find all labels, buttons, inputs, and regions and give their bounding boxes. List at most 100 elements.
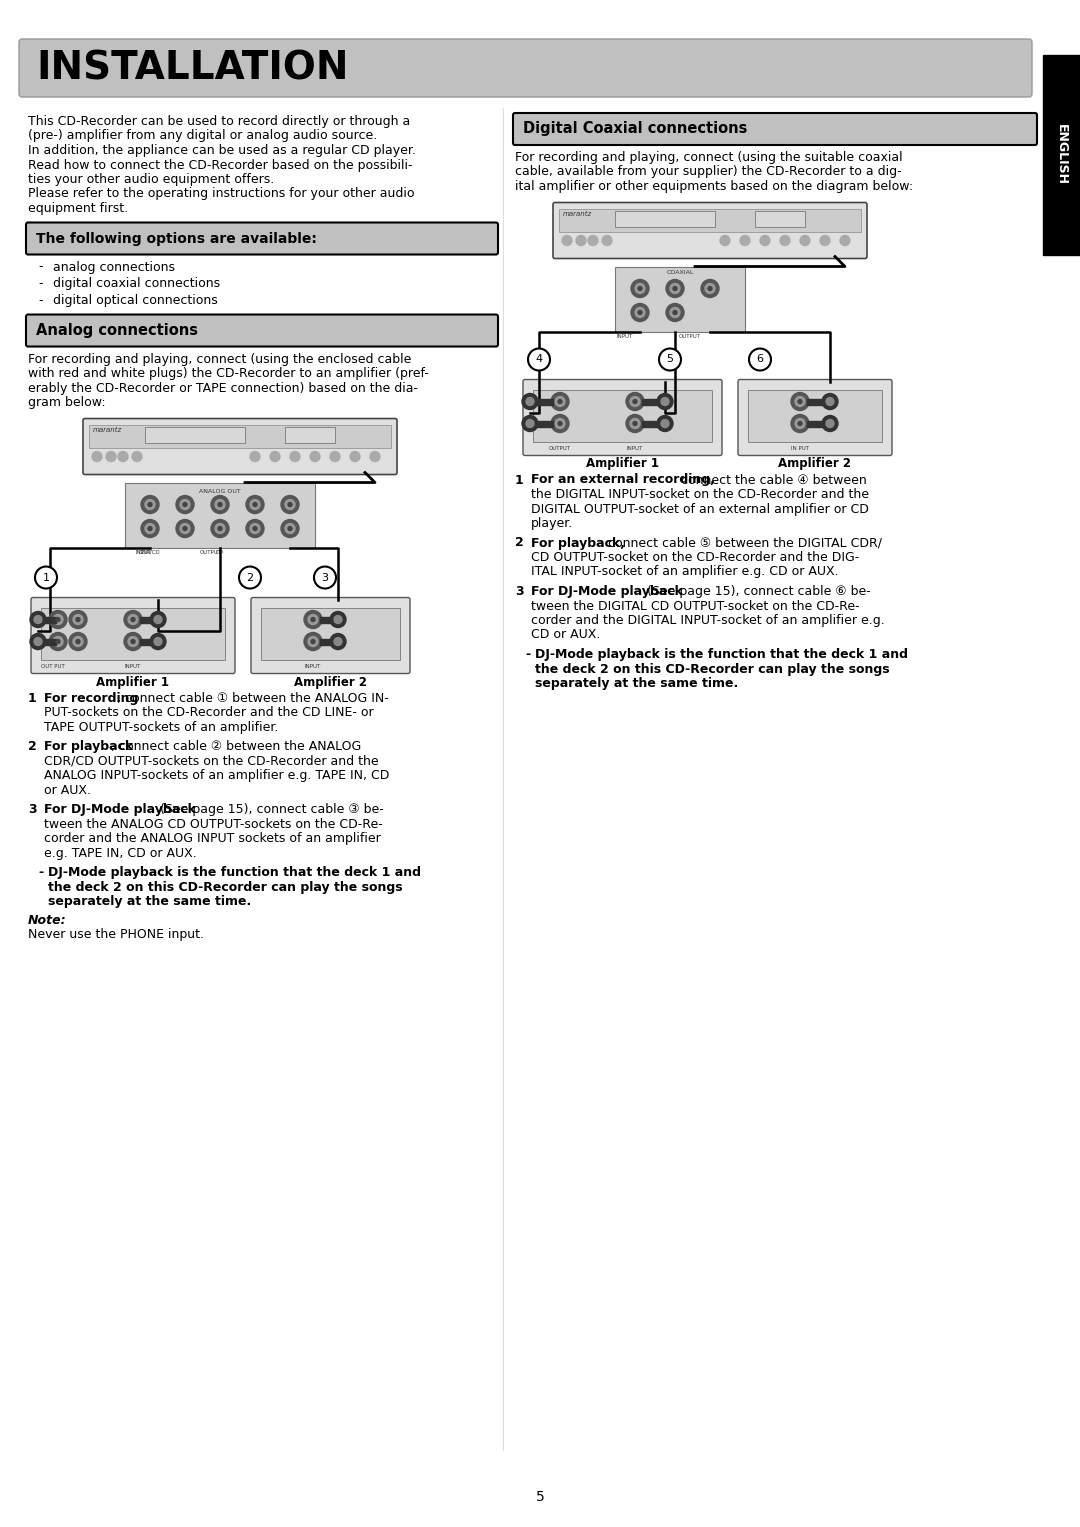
Circle shape: [211, 519, 229, 538]
Text: For recording: For recording: [44, 692, 138, 704]
Circle shape: [30, 611, 46, 628]
Circle shape: [249, 499, 260, 510]
Text: Amplifier 1: Amplifier 1: [585, 458, 659, 470]
Circle shape: [69, 632, 87, 651]
Circle shape: [630, 418, 640, 429]
Circle shape: [638, 310, 642, 315]
Circle shape: [183, 502, 187, 507]
Text: IN PUT: IN PUT: [791, 446, 809, 450]
Circle shape: [308, 614, 318, 625]
Text: 2: 2: [28, 741, 37, 753]
Text: 1: 1: [42, 573, 50, 582]
Text: gram below:: gram below:: [28, 395, 106, 409]
Circle shape: [740, 235, 750, 246]
Circle shape: [124, 632, 141, 651]
Text: The following options are available:: The following options are available:: [36, 232, 316, 246]
Circle shape: [211, 496, 229, 513]
Text: INPUT: INPUT: [626, 446, 643, 450]
Text: CD: CD: [216, 550, 224, 554]
FancyBboxPatch shape: [513, 113, 1037, 145]
Bar: [140, 638, 156, 644]
Circle shape: [56, 640, 60, 643]
FancyBboxPatch shape: [19, 40, 1032, 98]
Text: the deck 2 on this CD-Recorder can play the songs: the deck 2 on this CD-Recorder can play …: [48, 881, 403, 893]
Text: ital amplifier or other equipments based on the diagram below:: ital amplifier or other equipments based…: [515, 180, 913, 192]
Text: analog connections: analog connections: [53, 261, 175, 273]
Text: In addition, the appliance can be used as a regular CD player.: In addition, the appliance can be used a…: [28, 144, 416, 157]
Circle shape: [33, 615, 42, 623]
Circle shape: [705, 284, 715, 293]
Bar: [1043, 55, 1080, 255]
Circle shape: [334, 615, 342, 623]
Text: TAPE OUTPUT-sockets of an amplifier.: TAPE OUTPUT-sockets of an amplifier.: [44, 721, 279, 733]
Text: with red and white plugs) the CD-Recorder to an amplifier (pref-: with red and white plugs) the CD-Recorde…: [28, 366, 429, 380]
Circle shape: [288, 502, 292, 507]
Circle shape: [635, 284, 645, 293]
FancyBboxPatch shape: [251, 597, 410, 673]
Circle shape: [150, 611, 166, 628]
Text: the deck 2 on this CD-Recorder can play the songs: the deck 2 on this CD-Recorder can play …: [535, 663, 890, 675]
Bar: [320, 617, 335, 623]
Text: ANALOG OUT: ANALOG OUT: [199, 489, 241, 493]
Text: 2: 2: [246, 573, 254, 582]
Circle shape: [30, 634, 46, 649]
Bar: [140, 617, 156, 623]
Circle shape: [145, 524, 156, 533]
Bar: [41, 617, 56, 623]
Circle shape: [551, 414, 569, 432]
Circle shape: [239, 567, 261, 588]
Text: 1: 1: [515, 473, 524, 487]
Circle shape: [800, 235, 810, 246]
Circle shape: [176, 496, 194, 513]
Text: Amplifier 1: Amplifier 1: [96, 675, 170, 689]
Circle shape: [526, 420, 534, 428]
Circle shape: [822, 394, 838, 409]
Text: OUTPUT: OUTPUT: [200, 550, 222, 554]
Circle shape: [602, 235, 612, 246]
Circle shape: [626, 392, 644, 411]
Circle shape: [657, 415, 673, 432]
Text: 2: 2: [515, 536, 524, 550]
Circle shape: [124, 611, 141, 629]
Circle shape: [633, 400, 637, 403]
Circle shape: [826, 397, 834, 406]
Text: the DIGITAL INPUT-socket on the CD-Recorder and the: the DIGITAL INPUT-socket on the CD-Recor…: [531, 489, 869, 501]
Text: Digital Coaxial connections: Digital Coaxial connections: [523, 122, 747, 136]
Text: -: -: [38, 261, 42, 273]
Circle shape: [528, 348, 550, 371]
Text: CD OUTPUT-socket on the CD-Recorder and the DIG-: CD OUTPUT-socket on the CD-Recorder and …: [531, 551, 860, 563]
Bar: [534, 389, 712, 441]
Circle shape: [148, 527, 152, 530]
Circle shape: [558, 421, 562, 426]
Circle shape: [76, 617, 80, 621]
FancyBboxPatch shape: [26, 315, 498, 347]
Text: , connect cable ① between the ANALOG IN-: , connect cable ① between the ANALOG IN-: [117, 692, 389, 704]
Circle shape: [246, 519, 264, 538]
Circle shape: [708, 287, 712, 290]
Circle shape: [657, 394, 673, 409]
Text: cable, available from your supplier) the CD-Recorder to a dig-: cable, available from your supplier) the…: [515, 165, 902, 179]
Text: e.g. TAPE IN, CD or AUX.: e.g. TAPE IN, CD or AUX.: [44, 846, 197, 860]
FancyBboxPatch shape: [26, 223, 498, 255]
Circle shape: [69, 611, 87, 629]
Circle shape: [154, 615, 162, 623]
Text: Never use the PHONE input.: Never use the PHONE input.: [28, 928, 204, 941]
Text: 3: 3: [28, 803, 37, 815]
Text: Please refer to the operating instructions for your other audio: Please refer to the operating instructio…: [28, 188, 415, 200]
Circle shape: [630, 397, 640, 406]
Circle shape: [791, 414, 809, 432]
Circle shape: [129, 614, 138, 625]
Text: INSTALLATION: INSTALLATION: [36, 49, 349, 87]
Circle shape: [334, 638, 342, 646]
Circle shape: [92, 452, 102, 461]
Text: separately at the same time.: separately at the same time.: [48, 895, 252, 909]
Circle shape: [141, 496, 159, 513]
Text: -: -: [38, 278, 42, 290]
Circle shape: [370, 452, 380, 461]
Text: -: -: [38, 866, 43, 880]
Circle shape: [588, 235, 598, 246]
Circle shape: [35, 567, 57, 588]
Circle shape: [132, 452, 141, 461]
Text: 5: 5: [666, 354, 674, 365]
Text: This CD-Recorder can be used to record directly or through a: This CD-Recorder can be used to record d…: [28, 115, 410, 128]
